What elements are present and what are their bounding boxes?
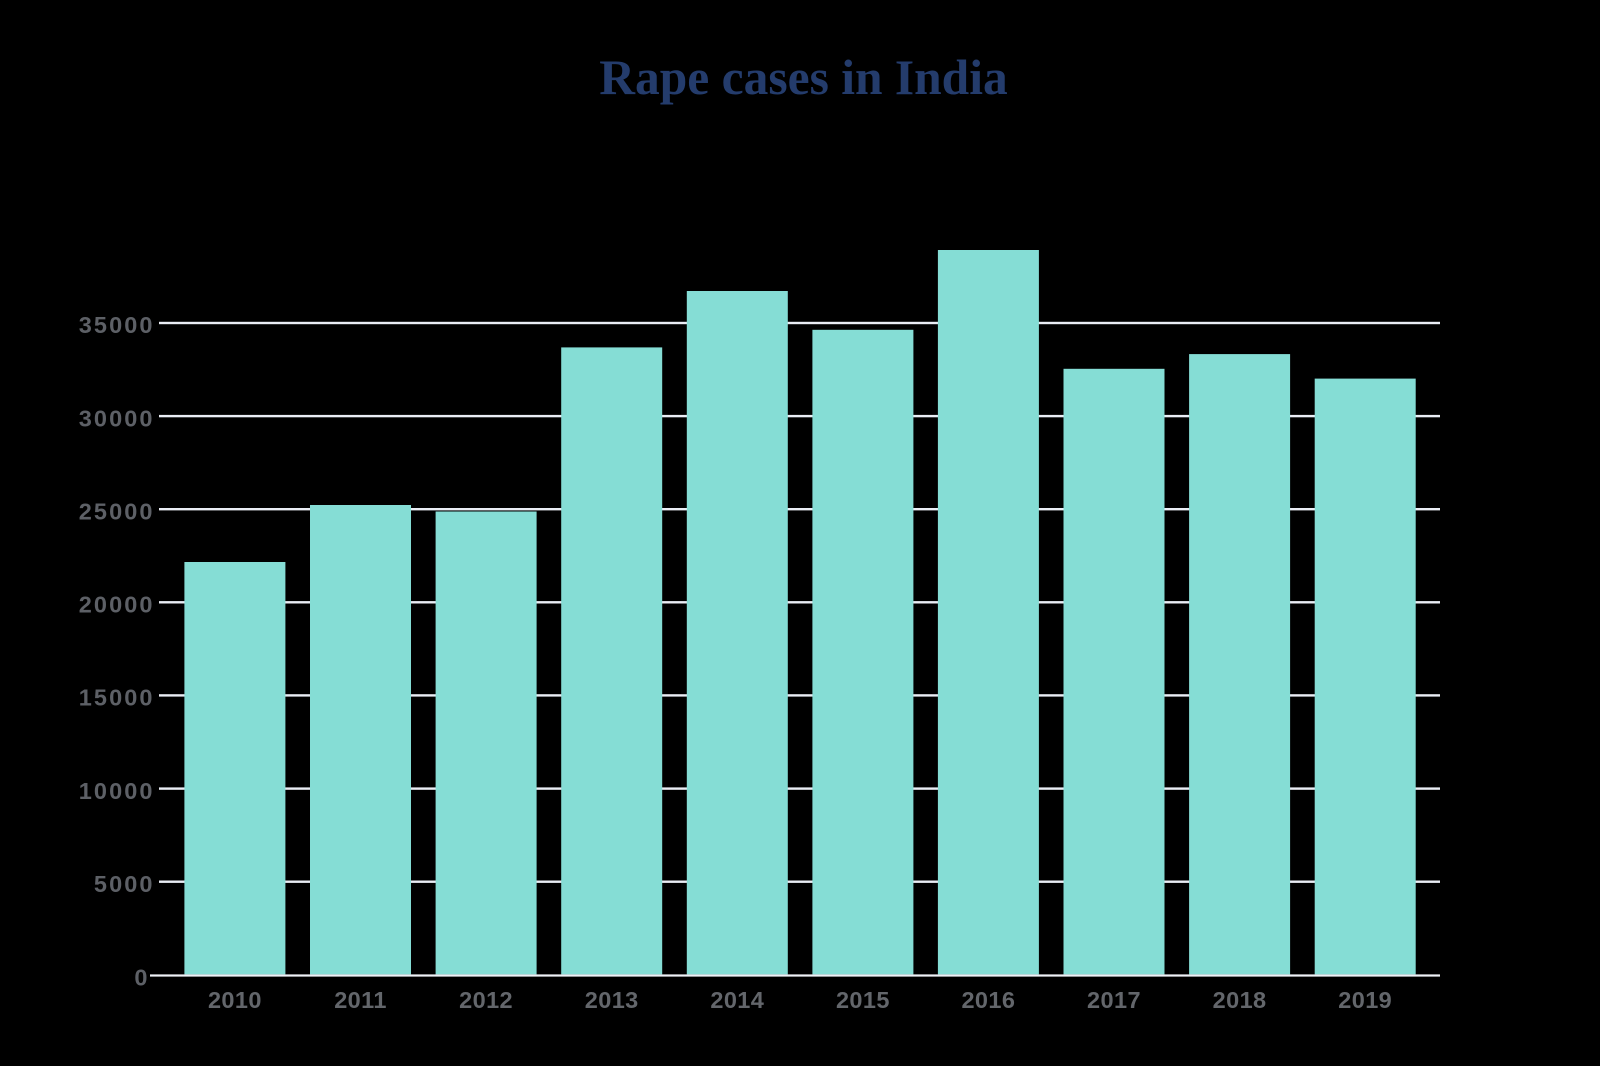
svg-text:2014: 2014	[710, 987, 764, 1013]
svg-text:5000: 5000	[94, 871, 155, 897]
svg-text:2015: 2015	[836, 987, 890, 1013]
svg-text:2019: 2019	[1338, 987, 1392, 1013]
svg-text:30000: 30000	[79, 405, 155, 431]
svg-text:2011: 2011	[334, 987, 387, 1013]
svg-text:2010: 2010	[208, 987, 262, 1013]
svg-text:20000: 20000	[79, 592, 155, 618]
svg-text:0: 0	[134, 965, 149, 991]
svg-text:2017: 2017	[1087, 987, 1141, 1013]
svg-text:25000: 25000	[79, 498, 155, 524]
svg-text:10000: 10000	[79, 778, 155, 804]
svg-text:2013: 2013	[585, 987, 639, 1013]
svg-text:2018: 2018	[1213, 987, 1267, 1013]
svg-text:2012: 2012	[459, 987, 513, 1013]
svg-text:35000: 35000	[79, 312, 155, 338]
svg-text:15000: 15000	[79, 685, 155, 711]
svg-text:2016: 2016	[961, 987, 1015, 1013]
